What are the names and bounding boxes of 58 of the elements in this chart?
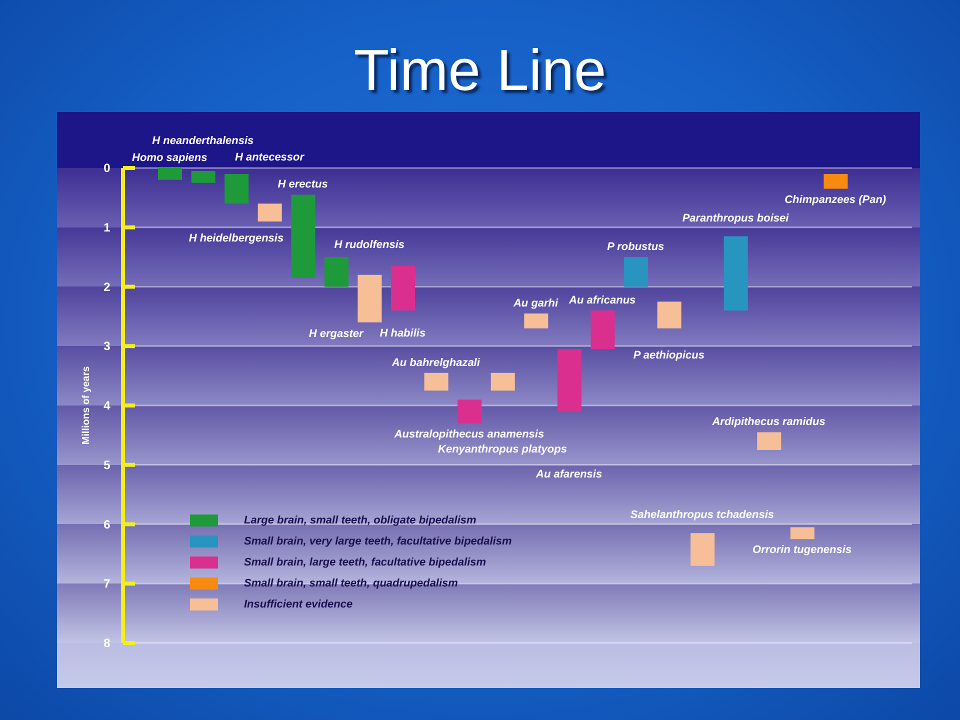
y-tick-label: 4 [104,398,111,412]
x-tick-label: P aethiopicus [633,349,704,362]
x-tick-label: P robustus [607,241,664,254]
bar [624,257,648,287]
x-tick-label: Chimpanzees (Pan) [784,194,886,206]
y-tick-label: 1 [104,220,111,234]
bar [424,372,448,391]
y-tick-label: 3 [104,339,111,354]
bar [191,170,216,183]
bar [524,313,548,328]
y-tick-label: 7 [104,576,111,591]
bar [557,349,582,412]
y-tick-label: 8 [104,636,111,650]
x-tick-label: H erectus [278,178,328,191]
x-tick-label: H habilis [380,328,426,340]
y-tick-label: 2 [104,280,111,294]
x-tick-label: Ardipithecus ramidus [711,416,826,428]
x-tick-label: Au garhi [512,297,560,310]
bar [258,204,282,222]
bar [391,266,415,310]
y-tick-label: 5 [104,458,111,472]
y-tick-label: 6 [104,517,111,532]
legend-label: Insufficient evidence [244,598,353,610]
bar [224,174,249,204]
legend-label: Small brain, very large teeth, facultative bipedalism [244,536,512,548]
bar [657,302,682,328]
bar [490,372,515,391]
x-tick-label: Kenyanthropus platyops [438,444,567,456]
bar [690,533,715,566]
bar [324,257,348,287]
y-axis-title: Millions of years [80,366,92,445]
legend-label: Small brain, small teeth, quadrupedalism [244,578,458,590]
bar [590,310,615,350]
bar [358,274,382,322]
x-tick-label: Homo sapiens [132,152,208,164]
x-tick-label: Sahelanthropus tchadensis [630,509,774,522]
bar [790,527,814,540]
x-tick-label: Orrorin tugenensis [752,544,852,556]
x-tick-label: H heidelbergensis [188,232,284,245]
x-tick-label: H antecessor [234,152,305,164]
x-tick-label: H ergaster [308,328,364,340]
chart-title: Time Line [352,38,608,104]
x-tick-label: Au bahrelghazali [390,356,481,369]
x-tick-label: Paranthropus boisei [682,212,790,224]
bar [757,432,782,450]
bar [291,194,316,278]
bar [724,236,748,310]
bar [824,174,848,189]
legend-label: Large brain, small teeth, obligate bipedalism [244,514,476,526]
x-tick-label: Au afarensis [535,468,602,480]
bar [158,168,182,180]
x-tick-label: Au africanus [568,294,636,306]
x-tick-label: H rudolfensis [334,238,405,251]
x-tick-label: Australopithecus anamensis [393,428,544,440]
x-tick-label: H neanderthalensis [152,134,254,147]
y-tick-label: 0 [104,161,111,175]
bar [458,400,482,424]
legend-label: Small brain, large teeth, facultative bipedalism [244,556,486,568]
